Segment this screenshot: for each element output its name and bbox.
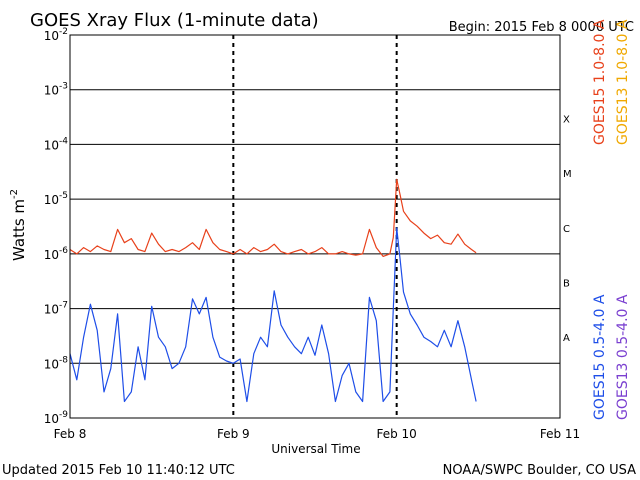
- series-line: [69, 227, 477, 403]
- flare-class-label: C: [563, 224, 570, 235]
- y-axis-label: Watts m-2: [9, 189, 28, 261]
- y-tick-label: 10-9: [44, 410, 69, 426]
- y-tick-exp: -8: [59, 355, 68, 365]
- x-tick-label: Feb 10: [376, 427, 416, 441]
- y-tick-base: 10: [44, 248, 59, 262]
- y-tick-label: 10-8: [44, 355, 69, 371]
- chart-title: GOES Xray Flux (1-minute data): [30, 10, 319, 31]
- y-tick-label: 10-5: [44, 191, 68, 207]
- series-line: [69, 178, 477, 257]
- y-tick-label: 10-7: [44, 301, 68, 317]
- flare-class-label: B: [563, 278, 570, 289]
- plot-frame: [69, 34, 561, 419]
- x-axis-label: Universal Time: [271, 442, 360, 456]
- y-tick-base: 10: [44, 138, 59, 152]
- credit-label: NOAA/SWPC Boulder, CO USA: [443, 463, 636, 478]
- y-axis-label-exp: -2: [9, 189, 20, 199]
- y-tick-label: 10-6: [44, 246, 69, 262]
- y-tick-base: 10: [44, 357, 59, 371]
- y-tick-label: 10-4: [44, 136, 69, 152]
- y-tick-exp: -6: [59, 246, 68, 256]
- y-tick-base: 10: [44, 412, 59, 426]
- legend-entry: GOES15 1.0-8.0 A: [592, 19, 608, 145]
- legend-entry: GOES15 0.5-4.0 A: [592, 294, 608, 420]
- legend-entry: GOES13 0.5-4.0 A: [615, 294, 631, 420]
- y-tick-label: 10-2: [44, 27, 68, 43]
- y-tick-base: 10: [44, 303, 59, 317]
- svg-text:Watts m-2: Watts m-2: [9, 189, 28, 261]
- y-tick-base: 10: [44, 193, 59, 207]
- begin-label: Begin: 2015 Feb 8 0000 UTC: [449, 20, 634, 35]
- x-tick-label: Feb 9: [217, 427, 250, 441]
- y-tick-base: 10: [44, 84, 59, 98]
- legend-entry: GOES13 1.0-8.0 A: [615, 19, 631, 145]
- y-tick-exp: -9: [59, 410, 68, 420]
- flare-class-label: A: [563, 333, 570, 344]
- y-axis-label-base: Watts m: [10, 199, 28, 261]
- y-tick-exp: -4: [59, 136, 68, 146]
- updated-label: Updated 2015 Feb 10 11:40:12 UTC: [2, 463, 235, 478]
- flare-class-label: X: [563, 114, 570, 125]
- x-tick-label: Feb 8: [54, 427, 87, 441]
- y-tick-exp: -5: [59, 191, 68, 201]
- y-tick-label: 10-3: [44, 82, 68, 98]
- y-tick-base: 10: [44, 29, 59, 43]
- y-tick-exp: -3: [59, 82, 68, 92]
- legend: GOES15 1.0-8.0 A GOES13 1.0-8.0 A GOES15 0…: [592, 19, 631, 420]
- y-tick-exp: -2: [59, 27, 68, 37]
- flare-class-label: M: [563, 169, 572, 180]
- x-tick-label: Feb 11: [540, 427, 580, 441]
- y-tick-exp: -7: [59, 301, 68, 311]
